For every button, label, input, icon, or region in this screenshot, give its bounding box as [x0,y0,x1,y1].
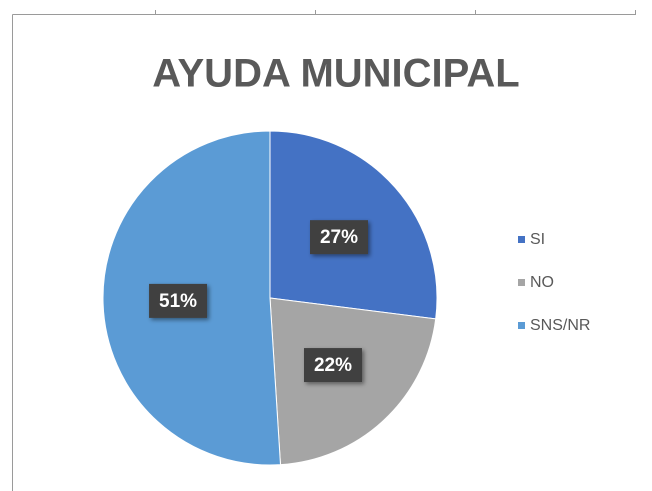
legend-swatch [518,279,525,286]
legend-label: SNS/NR [530,317,590,334]
data-label-box [303,348,362,383]
data-label-box [149,283,208,318]
chart-title: AYUDA MUNICIPAL [152,52,519,96]
legend-swatch [518,236,525,243]
data-label: 51% [159,291,197,312]
data-label-box [310,220,369,255]
data-label: 22% [314,355,352,376]
data-label: 27% [320,227,358,248]
legend-label: NO [530,274,554,291]
frame [12,10,636,491]
legend-label: SI [530,231,545,248]
legend-swatch [518,322,525,329]
